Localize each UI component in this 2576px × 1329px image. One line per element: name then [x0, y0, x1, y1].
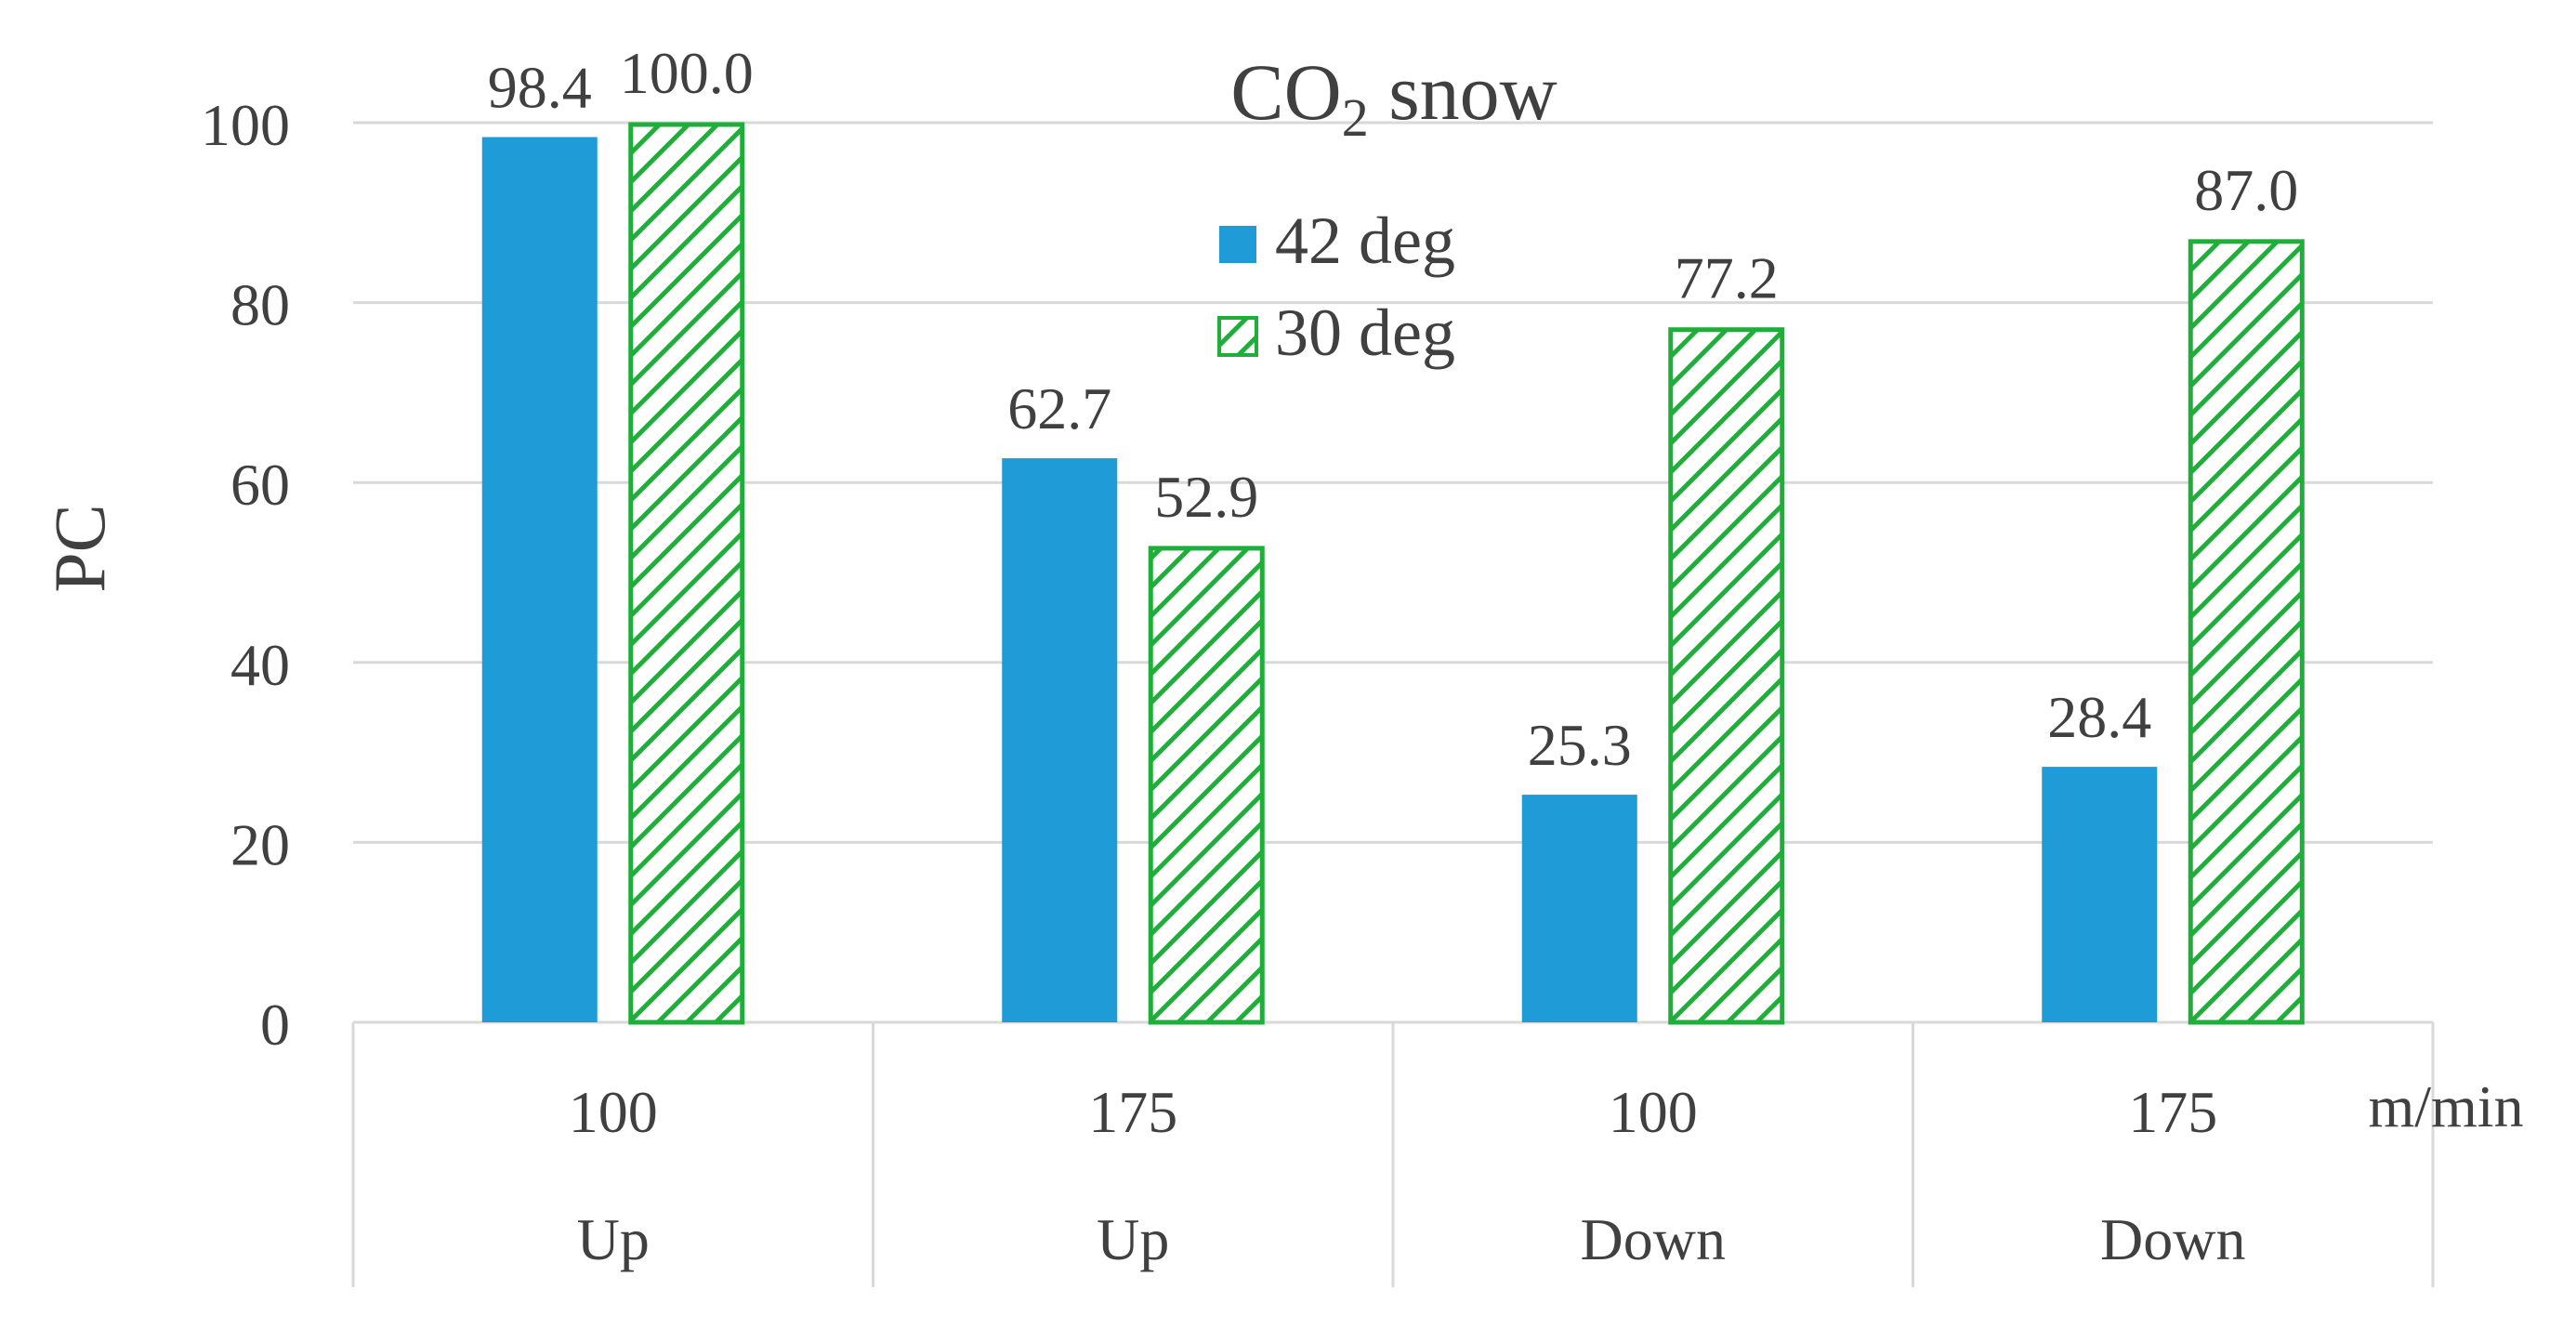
bar-30-deg	[628, 122, 745, 1025]
data-label: 52.9	[1154, 464, 1258, 530]
legend-label-30-deg: 30 deg	[1275, 296, 1455, 370]
y-tick-label-40: 40	[230, 632, 290, 698]
x-tick-speed-label: 100	[569, 1079, 658, 1145]
x-tick-direction-label: Up	[577, 1206, 650, 1272]
data-label: 77.2	[1675, 245, 1779, 311]
data-label: 98.4	[488, 54, 592, 120]
bar-30-deg	[1668, 327, 1785, 1025]
bar-42-deg	[1002, 458, 1118, 1023]
bar-42-deg	[2042, 767, 2158, 1022]
data-label: 87.0	[2194, 157, 2298, 223]
x-tick-speed-label: 100	[1609, 1079, 1698, 1145]
axis-layer: 0 20 40 60 80 100 100 Up 175 Up 100 Down 175 Down	[201, 92, 2435, 1287]
bar-42-deg	[481, 137, 598, 1022]
legend-swatch-42-deg	[1219, 226, 1256, 263]
data-label: 62.7	[1007, 375, 1111, 441]
legend-label-42-deg: 42 deg	[1275, 204, 1455, 278]
x-tick-speed-label: 175	[1088, 1079, 1177, 1145]
bar-42-deg	[1521, 795, 1637, 1022]
y-tick-label-0: 0	[260, 992, 290, 1058]
legend-swatch-30-deg	[1217, 316, 1258, 357]
chart-title-subscript: 2	[1342, 87, 1369, 148]
data-label: 28.4	[2047, 684, 2151, 750]
y-tick-label-80: 80	[230, 272, 290, 338]
data-label: 25.3	[1528, 712, 1632, 778]
x-tick-direction-label: Up	[1097, 1206, 1169, 1272]
y-tick-label-100: 100	[201, 92, 290, 158]
chart-title-main: CO	[1230, 47, 1341, 137]
bar-30-deg	[2188, 239, 2305, 1025]
chart-title: CO2 snow	[1230, 47, 1557, 148]
x-axis-unit-label: m/min	[2368, 1073, 2523, 1139]
x-tick-direction-label: Down	[1581, 1206, 1726, 1272]
chart-title-rest: snow	[1369, 47, 1557, 137]
y-axis-title: PC	[39, 504, 120, 592]
x-tick-direction-label: Down	[2100, 1206, 2245, 1272]
label-layer: 98.4 62.7 25.3 28.4 100.0 52.9 77.2 87.0	[488, 40, 2299, 778]
y-tick-label-60: 60	[230, 452, 290, 518]
bar-30-deg	[1148, 546, 1265, 1025]
x-tick-speed-label: 175	[2128, 1079, 2217, 1145]
data-label: 100.0	[620, 40, 754, 106]
y-tick-label-20: 20	[230, 811, 290, 877]
bar-layer	[481, 122, 2305, 1025]
legend: 42 deg 30 deg	[1217, 204, 1455, 370]
